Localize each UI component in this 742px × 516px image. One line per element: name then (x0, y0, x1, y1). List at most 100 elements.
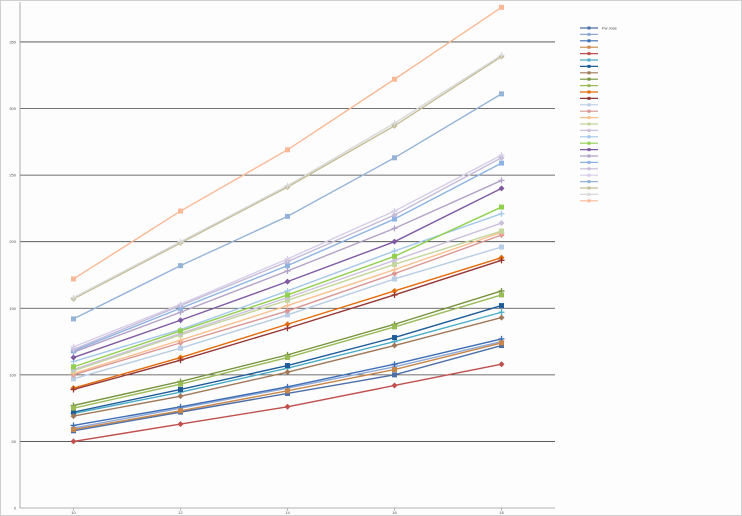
data-point (498, 210, 505, 217)
data-point (178, 386, 183, 392)
data-point (178, 381, 183, 387)
data-point (71, 364, 76, 370)
series-lines (73, 6, 502, 443)
data-point (391, 208, 398, 215)
legend-marker (587, 32, 591, 36)
data-point (285, 355, 290, 361)
legend-marker (587, 154, 591, 158)
legend-marker (587, 96, 591, 100)
x-tick-label: 16 (392, 510, 397, 515)
data-point (284, 321, 291, 328)
data-point (70, 413, 77, 420)
data-point (391, 238, 398, 245)
legend-marker (587, 128, 591, 132)
data-point (391, 270, 398, 277)
data-point (391, 361, 398, 368)
data-point (284, 302, 291, 309)
data-point (285, 390, 290, 396)
data-point (177, 421, 184, 428)
data-point (391, 212, 398, 219)
data-point (71, 376, 76, 382)
legend-marker (587, 186, 591, 190)
data-point (498, 185, 505, 192)
legend-marker (587, 135, 591, 139)
data-point (284, 255, 291, 262)
x-tick-label: 14 (285, 510, 290, 515)
data-point (70, 343, 77, 350)
legend-marker (587, 116, 591, 120)
data-point (285, 263, 290, 269)
data-point (499, 244, 504, 250)
y-tick-label: 250 (9, 173, 16, 178)
legend-marker (587, 109, 591, 113)
legend-marker (587, 180, 591, 184)
x-tick-label: 10 (71, 510, 76, 515)
y-tick-label: 300 (9, 106, 16, 111)
x-tick-label: 18 (499, 510, 504, 515)
data-point (391, 266, 398, 273)
data-point (284, 403, 291, 410)
data-point (498, 177, 505, 184)
series-line (73, 93, 502, 320)
data-point (285, 388, 290, 394)
data-point (284, 307, 291, 314)
data-point (392, 367, 397, 373)
legend-marker (587, 167, 591, 171)
data-point (392, 261, 397, 267)
legend-marker (587, 39, 591, 43)
data-point (284, 369, 291, 376)
legend-marker (587, 71, 591, 75)
data-point (71, 276, 76, 282)
data-point (499, 4, 504, 10)
data-point (285, 312, 290, 318)
legend-marker (587, 84, 591, 88)
y-tick-label: 100 (9, 372, 16, 377)
data-point (392, 372, 397, 378)
data-point (71, 409, 76, 415)
data-point (178, 263, 183, 269)
data-point (392, 216, 397, 222)
data-point (70, 386, 77, 393)
data-point (499, 228, 504, 234)
data-point (498, 52, 505, 59)
data-point (70, 438, 77, 445)
legend-marker (587, 26, 591, 30)
data-point (178, 208, 183, 214)
legend-marker (587, 199, 591, 203)
data-point (499, 303, 504, 309)
data-point (71, 405, 76, 411)
data-point (178, 408, 183, 414)
legend-marker (587, 52, 591, 56)
legend-marker (587, 173, 591, 177)
data-point (284, 182, 291, 189)
y-tick-label: 150 (9, 306, 16, 311)
legend-marker (587, 90, 591, 94)
data-point (178, 345, 183, 351)
data-point (391, 342, 398, 349)
tick-labels: 0 50 100 150 200 250 300 350 10 12 14 16 18 (9, 39, 504, 515)
data-point (285, 147, 290, 153)
data-point (391, 248, 398, 255)
data-point (498, 314, 505, 321)
legend-marker (587, 64, 591, 68)
data-point (177, 393, 184, 400)
data-point (498, 152, 505, 159)
legend-marker (587, 77, 591, 81)
data-point (499, 292, 504, 298)
data-point (392, 276, 397, 282)
data-point (391, 291, 398, 298)
data-point (391, 287, 398, 294)
data-point (392, 155, 397, 161)
data-point (284, 278, 291, 285)
data-point (391, 225, 398, 232)
legend-marker (587, 103, 591, 107)
x-tick-label: 12 (178, 510, 183, 515)
legend: Fw Jose (580, 26, 618, 203)
data-point (499, 160, 504, 166)
data-point (177, 337, 184, 344)
data-point (177, 317, 184, 324)
legend-marker (587, 45, 591, 49)
data-point (71, 316, 76, 322)
